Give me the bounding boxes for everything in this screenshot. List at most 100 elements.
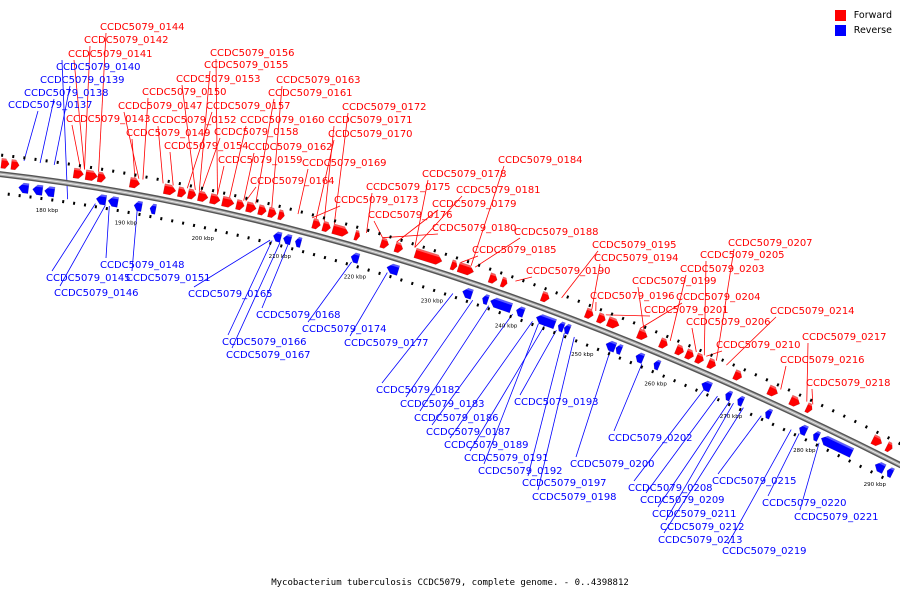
forward-gene-shape <box>487 272 498 284</box>
reverse-gene-label: CCDC5079_0148 <box>100 260 185 271</box>
forward-gene <box>245 201 258 213</box>
forward-gene-label: CCDC5079_0195 <box>592 240 677 251</box>
dot-mark <box>499 271 503 275</box>
forward-gene <box>84 169 99 181</box>
dot-mark <box>278 204 281 209</box>
dot-mark <box>563 334 567 339</box>
dot-mark <box>533 283 536 287</box>
dot-mark <box>498 310 502 315</box>
forward-gene-label-leader <box>243 152 255 201</box>
forward-gene-label-leader <box>255 98 275 204</box>
forward-gene-label-leader <box>414 179 429 248</box>
reverse-gene-shine <box>617 343 624 348</box>
forward-gene-label: CCDC5079_0173 <box>334 195 419 206</box>
forward-gene-label: CCDC5079_0203 <box>680 264 765 275</box>
forward-gene-label-leader <box>780 365 787 390</box>
forward-gene-shape <box>766 384 778 397</box>
dot-mark <box>727 402 731 407</box>
forward-gene-shape <box>884 441 893 453</box>
dot-mark <box>211 189 215 193</box>
reverse-gene-shine <box>822 433 855 451</box>
forward-gene-shape <box>0 158 10 169</box>
reverse-gene-shape <box>490 297 514 314</box>
forward-gene <box>674 344 686 356</box>
reverse-gene-label-leader <box>431 313 513 426</box>
reverse-gene-shape <box>44 186 56 198</box>
forward-gene-label-leader <box>311 205 341 219</box>
forward-gene-label: CCDC5079_0152 <box>152 115 237 126</box>
dot-mark <box>676 339 680 343</box>
reverse-gene <box>563 323 572 335</box>
forward-gene-label: CCDC5079_0207 <box>728 238 813 249</box>
reverse-gene-label: CCDC5079_0145 <box>46 273 131 284</box>
dot-mark <box>56 160 59 165</box>
scale-tick-label: 200 kbp <box>192 236 215 242</box>
dot-mark <box>233 193 237 198</box>
dot-mark <box>23 156 26 160</box>
dot-mark <box>78 164 82 168</box>
dot-mark <box>776 383 780 387</box>
dot-mark <box>530 322 534 327</box>
forward-gene <box>595 312 608 324</box>
forward-gene-shape <box>128 177 141 189</box>
dot-mark <box>345 262 349 266</box>
dot-mark <box>859 464 863 469</box>
reverse-gene-label-leader <box>799 442 820 511</box>
reverse-gene-label: CCDC5079_0211 <box>652 509 737 520</box>
forward-gene-shine <box>639 328 650 335</box>
dot-mark <box>809 398 813 403</box>
forward-gene <box>311 218 322 230</box>
forward-gene-label-leader <box>726 316 777 366</box>
dot-mark <box>880 475 885 480</box>
forward-gene <box>331 223 350 237</box>
legend-forward-label: Forward <box>853 10 892 21</box>
forward-gene-label: CCDC5079_0188 <box>514 227 599 238</box>
forward-gene-shape <box>595 312 606 324</box>
dot-mark <box>34 157 37 161</box>
forward-gene-label-leader <box>131 138 136 179</box>
reverse-gene-label-leader <box>381 293 454 384</box>
scale-tick-label: 260 kbp <box>644 381 667 387</box>
reverse-gene-label: CCDC5079_0151 <box>126 273 211 284</box>
reverse-gene-shape <box>107 196 120 208</box>
dot-mark <box>389 235 392 239</box>
reverse-gene-label: CCDC5079_0187 <box>426 427 511 438</box>
reverse-gene-shape <box>799 424 809 437</box>
forward-gene-shape <box>732 369 743 381</box>
dot-mark <box>621 316 625 321</box>
dot-mark <box>111 169 115 173</box>
forward-gene <box>870 434 885 447</box>
reverse-gene-label: CCDC5079_0200 <box>570 459 655 470</box>
dot-mark <box>279 244 283 248</box>
forward-gene-label-leader <box>323 125 335 222</box>
forward-gene-shine <box>452 259 459 264</box>
forward-gene-label: CCDC5079_0149 <box>126 128 211 139</box>
dot-mark <box>422 245 426 249</box>
forward-gene-shape <box>870 434 883 447</box>
legend: Forward Reverse <box>834 8 892 38</box>
forward-gene-label: CCDC5079_0143 <box>66 114 151 125</box>
forward-gene-shape <box>694 352 704 364</box>
reverse-gene <box>635 351 646 364</box>
forward-gene-label-leader <box>591 263 601 310</box>
forward-gene <box>456 261 476 276</box>
forward-gene <box>186 188 198 200</box>
dot-mark <box>89 165 93 170</box>
forward-gene-label-leader <box>811 388 814 405</box>
forward-gene-shine <box>164 183 177 189</box>
dot-mark <box>225 231 229 235</box>
reverse-gene-label-leader <box>261 244 289 309</box>
dot-mark <box>323 255 327 260</box>
dot-mark <box>160 217 163 221</box>
forward-gene-label: CCDC5079_0147 <box>118 101 203 112</box>
forward-gene <box>732 369 744 381</box>
reverse-gene-label: CCDC5079_0139 <box>40 75 125 86</box>
dot-mark <box>83 203 87 207</box>
forward-gene-label-leader <box>414 195 463 248</box>
forward-gene-label-leader <box>691 327 697 353</box>
forward-gene-shine <box>313 218 322 223</box>
dot-mark <box>716 397 720 402</box>
forward-gene-label: CCDC5079_0141 <box>68 49 153 60</box>
dot-mark <box>760 417 764 422</box>
dot-mark <box>521 279 525 283</box>
